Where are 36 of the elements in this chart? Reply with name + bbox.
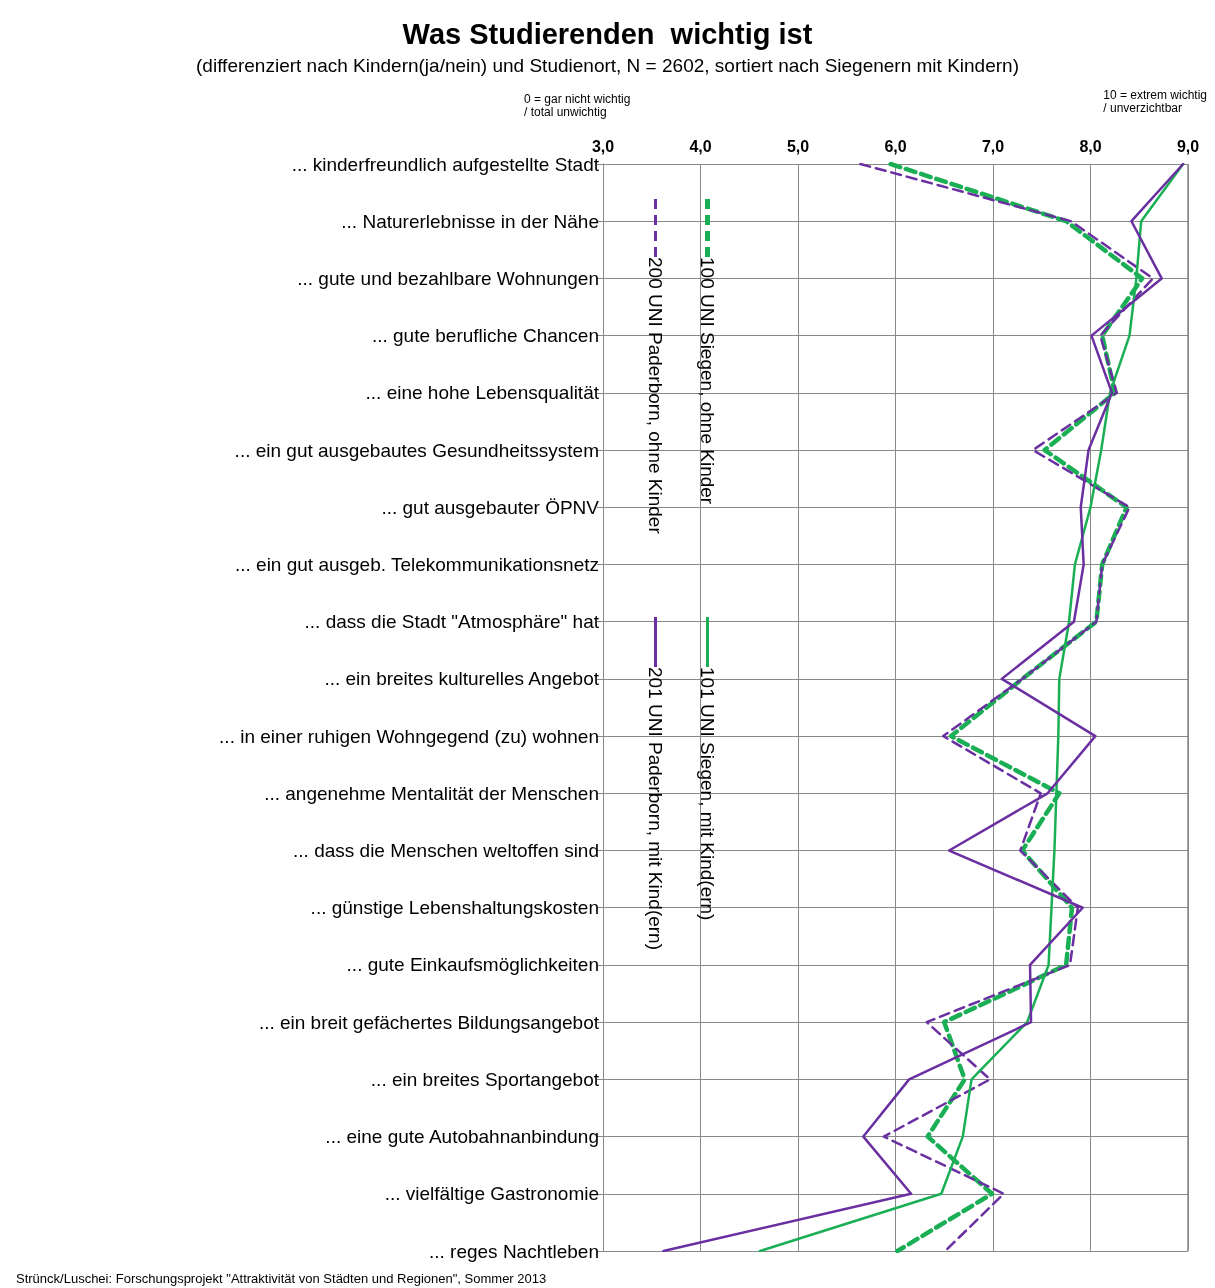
chart-subtitle: (differenziert nach Kindern(ja/nein) und Studienort, N = 2602, sortiert nach Siegenern mit Kindern) [196, 55, 1019, 76]
y-tick-label: ... dass die Stadt "Atmosphäre" hat [304, 611, 600, 633]
y-tick-label: ... günstige Lebenshaltungskosten [310, 897, 599, 919]
y-tick-label: ... gute Einkaufsmöglichkeiten [346, 954, 599, 976]
y-tick-label: ... ein breites kulturelles Angebot [324, 668, 600, 690]
y-tick-label: ... ein gut ausgebautes Gesundheitssystem [234, 439, 599, 461]
x-tick-label: 9,0 [1176, 137, 1200, 155]
legend-label: 100 UNI Siegen, ohne Kinder [696, 257, 718, 505]
y-tick-label: ... Naturerlebnisse in der Nähe [341, 210, 599, 232]
y-tick-label: ... ein breit gefächertes Bildungsangebot [258, 1011, 600, 1033]
x-tick-label: 3,0 [591, 137, 615, 155]
x-tick-label: 6,0 [884, 137, 907, 155]
x-tick-label: 4,0 [689, 137, 712, 155]
chart-title: Was Studierenden wichtig ist [402, 17, 813, 50]
x-tick-label: 7,0 [981, 137, 1005, 155]
legend-label: 201 UNI Paderborn, mit Kind(ern) [644, 667, 666, 951]
y-tick-label: ... eine hohe Lebensqualität [365, 382, 600, 404]
y-tick-label: ... dass die Menschen weltoffen sind [293, 840, 599, 862]
y-tick-label: ... reges Nachtleben [428, 1240, 599, 1262]
y-tick-label: ... gut ausgebauter ÖPNV [381, 496, 600, 518]
text: 10 = extrem wichtig / unverzichtbar [1103, 87, 1208, 115]
legend-label: 200 UNI Paderborn, ohne Kinder [644, 257, 666, 534]
y-tick-label: ... ein breites Sportangebot [370, 1068, 600, 1090]
y-tick-label: ... kinderfreundlich aufgestellte Stadt [291, 153, 600, 175]
y-tick-label: ... gute und bezahlbare Wohnungen [297, 267, 599, 289]
x-tick-label: 5,0 [786, 137, 810, 155]
y-tick-label: ... vielfältige Gastronomie [384, 1183, 599, 1205]
y-tick-label: ... gute berufliche Chancen [371, 325, 599, 347]
y-tick-label: ... ein gut ausgeb. Telekommunikationsnetz [234, 553, 599, 575]
y-tick-label: ... in einer ruhigen Wohngegend (zu) wohnen [219, 725, 599, 747]
x-tick-label: 8,0 [1079, 137, 1102, 155]
text: Strünck/Luschei: Forschungsprojekt "Attraktivität von Städten und Regionen", Sommer 2013 [16, 1270, 547, 1286]
y-tick-label: ... angenehme Mentalität der Menschen [264, 782, 599, 804]
y-tick-label: ... eine gute Autobahnanbindung [325, 1126, 599, 1148]
legend-label: 101 UNI Siegen, mit Kind(ern) [696, 667, 718, 921]
text: 0 = gar nicht wichtig / total unwichtig [524, 91, 631, 119]
